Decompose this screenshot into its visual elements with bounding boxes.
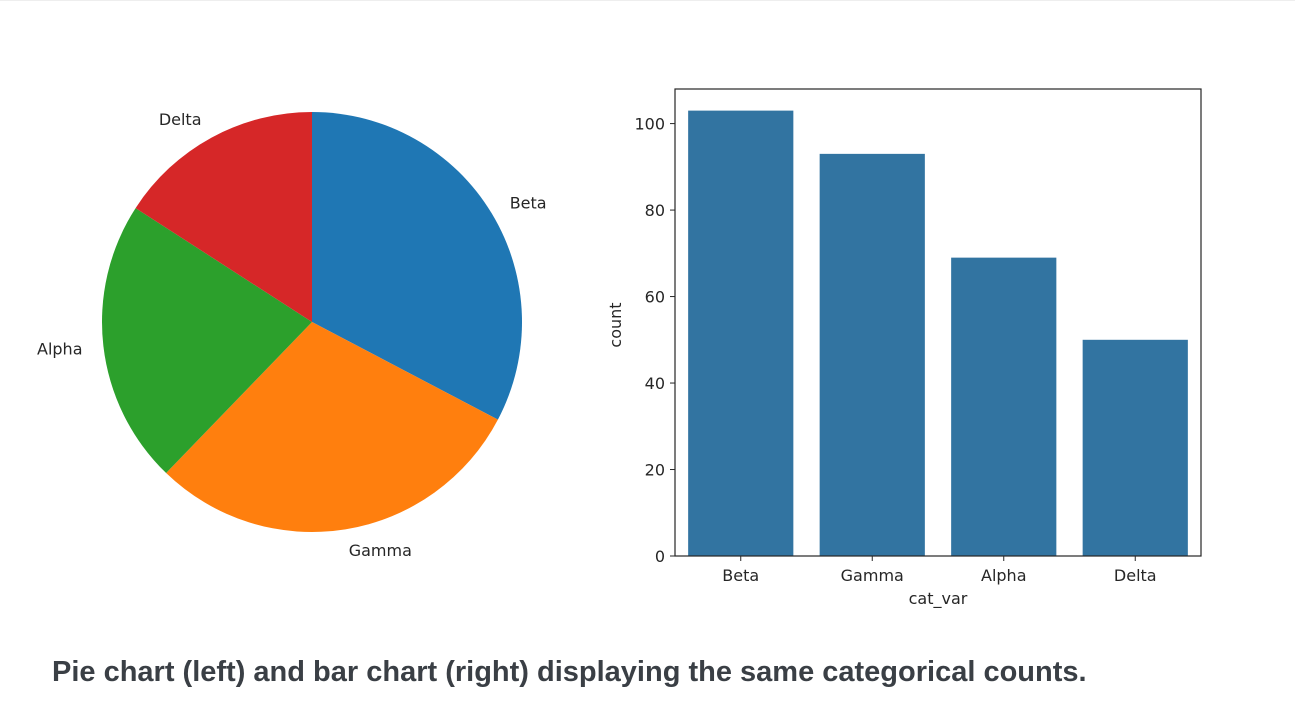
y-axis-label: count <box>606 302 625 347</box>
pie-slice-beta <box>312 112 522 420</box>
pie-label-delta: Delta <box>159 110 202 129</box>
bar-chart: 0 20 40 60 80 100 Beta Gamma Alpha Delta cat_var… <box>606 88 1202 609</box>
x-tick-label-alpha: Alpha <box>981 566 1027 585</box>
bar-alpha <box>951 257 1057 556</box>
pie-chart: Beta Gamma Alpha Delta <box>37 110 547 560</box>
y-tick-label-80: 80 <box>645 201 665 220</box>
x-tick-label-delta: Delta <box>1114 566 1157 585</box>
pie-slice-alpha <box>101 208 312 474</box>
top-divider <box>0 0 1295 1</box>
bar-beta <box>688 110 794 557</box>
y-axis: 0 20 40 60 80 100 <box>634 115 675 566</box>
bar-delta <box>1082 339 1188 556</box>
y-tick-label-100: 100 <box>634 115 665 134</box>
y-tick-label-60: 60 <box>645 288 665 307</box>
pie-label-beta: Beta <box>510 194 547 213</box>
y-tick-label-20: 20 <box>645 461 665 480</box>
pie-label-gamma: Gamma <box>349 541 412 560</box>
y-tick-label-40: 40 <box>645 374 665 393</box>
x-axis: Beta Gamma Alpha Delta <box>722 556 1157 585</box>
figure-caption: Pie chart (left) and bar chart (right) d… <box>52 656 1087 688</box>
x-tick-label-gamma: Gamma <box>841 566 904 585</box>
x-axis-label: cat_var <box>909 589 968 609</box>
x-tick-label-beta: Beta <box>722 566 759 585</box>
y-tick-label-0: 0 <box>655 547 665 566</box>
plot-frame <box>674 88 1202 557</box>
pie-slice-delta <box>135 112 312 322</box>
bar-series <box>688 110 1188 557</box>
bar-gamma <box>819 153 925 557</box>
pie-label-alpha: Alpha <box>37 339 83 358</box>
figure: Beta Gamma Alpha Delta 0 20 40 60 80 100 Beta Gam… <box>37 88 1202 609</box>
pie-slice-gamma <box>166 322 498 533</box>
